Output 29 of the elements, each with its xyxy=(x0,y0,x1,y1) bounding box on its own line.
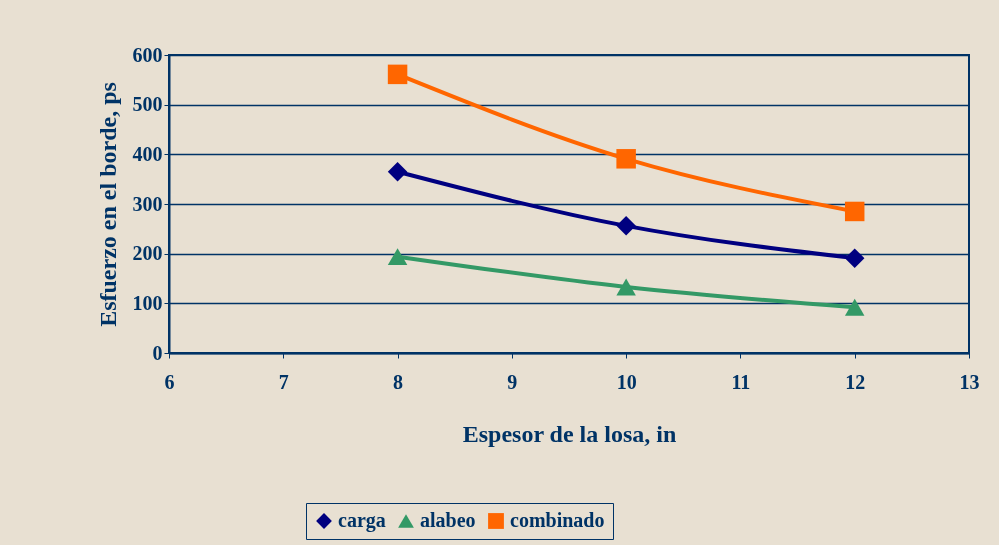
point xyxy=(387,64,408,85)
point xyxy=(844,248,865,268)
y-tick-label: 200 xyxy=(132,242,163,265)
point xyxy=(844,298,865,316)
x-tick-label: 9 xyxy=(507,370,518,393)
y-tick-label: 100 xyxy=(132,291,163,314)
y-tick-label: 600 xyxy=(132,43,163,66)
point xyxy=(616,216,636,236)
x-tick-label: 8 xyxy=(393,370,404,393)
legend-label: combinado xyxy=(510,509,605,531)
x-axis-title: Espesor de la losa, in xyxy=(462,420,677,447)
y-tick-label: 0 xyxy=(152,341,163,364)
y-tick-label: 500 xyxy=(132,93,163,116)
y-tick-label: 400 xyxy=(132,142,163,165)
legend-label: alabeo xyxy=(420,509,476,531)
x-tick-label: 11 xyxy=(731,370,751,393)
y-axis-title: Esfuerzo en el borde, ps xyxy=(94,82,121,327)
x-tick-label: 6 xyxy=(164,370,175,393)
legend-label: carga xyxy=(338,509,386,532)
point xyxy=(844,201,865,222)
point xyxy=(387,161,408,182)
point xyxy=(616,278,636,296)
point xyxy=(387,248,408,266)
x-tick-label: 12 xyxy=(845,370,866,393)
x-tick-label: 7 xyxy=(278,370,289,393)
y-tick-label: 300 xyxy=(132,192,163,215)
point xyxy=(616,149,636,169)
x-tick-label: 13 xyxy=(959,370,980,393)
x-tick-label: 10 xyxy=(616,370,637,393)
